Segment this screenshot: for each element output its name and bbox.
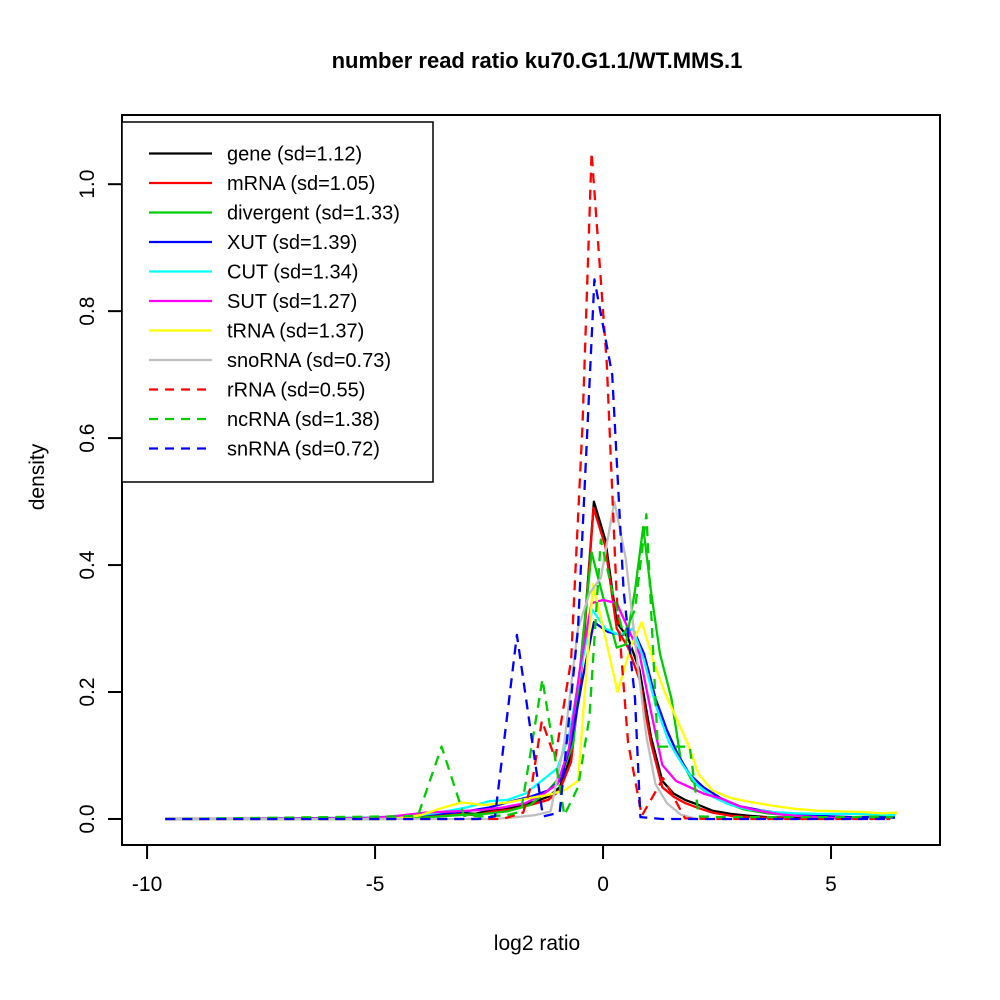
legend-label-gene: gene (sd=1.12): [227, 144, 362, 166]
y-tick-label: 0.4: [76, 550, 99, 580]
series-line-SUT: [165, 598, 859, 821]
x-tick-label: 0: [597, 873, 609, 896]
y-tick-label: 0.0: [76, 804, 99, 833]
x-tick-label: 5: [825, 873, 837, 896]
series-line-ncRNA: [165, 513, 893, 821]
legend-label-mRNA: mRNA (sd=1.05): [227, 173, 375, 195]
series-line-mRNA: [165, 506, 804, 821]
x-tick-label: -5: [366, 873, 385, 896]
legend-label-SUT: SUT (sd=1.27): [227, 291, 357, 313]
y-tick-label: 0.2: [76, 677, 99, 706]
legend-label-ncRNA: ncRNA (sd=1.38): [227, 409, 380, 431]
y-tick-label: 0.8: [76, 297, 99, 326]
x-tick-label: -10: [132, 873, 162, 896]
y-tick-label: 1.0: [76, 170, 99, 199]
legend-label-rRNA: rRNA (sd=0.55): [227, 380, 365, 402]
series-line-gene: [165, 500, 822, 821]
legend-label-XUT: XUT (sd=1.39): [227, 232, 357, 254]
series-line-CUT: [165, 608, 895, 821]
legend-label-snRNA: snRNA (sd=0.72): [227, 439, 380, 461]
series-line-tRNA: [165, 582, 898, 821]
series-line-divergent: [165, 525, 895, 821]
y-tick-label: 0.6: [76, 424, 99, 453]
x-axis-title: log2 ratio: [493, 932, 581, 955]
series-line-snoRNA: [165, 500, 697, 821]
chart-title: number read ratio ku70.G1.1/WT.MMS.1: [331, 48, 743, 73]
legend-label-CUT: CUT (sd=1.34): [227, 262, 358, 284]
legend-label-snoRNA: snoRNA (sd=0.73): [227, 350, 391, 372]
legend-label-tRNA: tRNA (sd=1.37): [227, 321, 364, 343]
series-line-rRNA: [165, 151, 891, 821]
legend-label-divergent: divergent (sd=1.33): [227, 203, 400, 225]
series-line-snRNA: [165, 278, 886, 821]
